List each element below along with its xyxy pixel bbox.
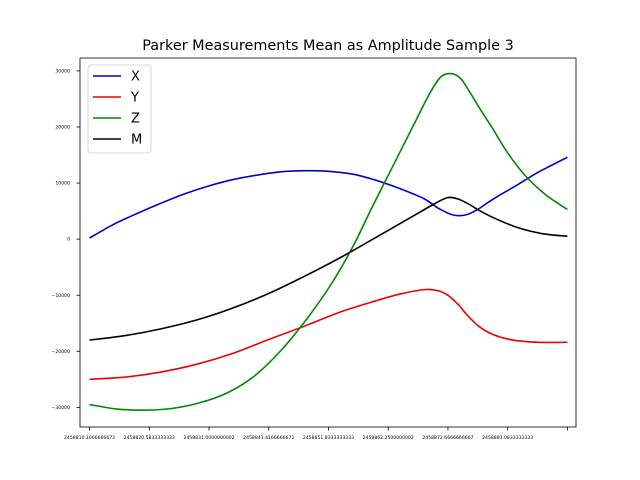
series-line-y [89, 288, 568, 381]
series-line-m [89, 196, 568, 341]
legend-label: X [131, 70, 140, 85]
chart-title: Parker Measurements Mean as Amplitude Sa… [142, 38, 513, 54]
y-tick-label: −30000 [52, 405, 71, 411]
x-tick-label: 2458872.6666666667 [422, 435, 473, 441]
series-line-x [89, 156, 568, 239]
x-tick-label: 2458862.2500000002 [363, 435, 414, 441]
legend-label: Z [131, 112, 140, 127]
series-line-z [89, 72, 568, 411]
y-tick-label: −10000 [52, 293, 71, 299]
plot-frame [79, 57, 577, 428]
plot-area: 2458810.1666666672 2458820.5833333333 2458… [52, 68, 568, 441]
y-tick-label: 20000 [55, 125, 70, 131]
y-tick-label: 10000 [55, 181, 70, 187]
x-tick-label: 2458851.8333333333 [303, 435, 354, 441]
y-tick-label: 0 [67, 237, 70, 243]
legend-label: M [131, 133, 142, 148]
legend-box [87, 64, 152, 154]
y-tick-label: 30000 [55, 68, 70, 74]
x-tick-label: 2458841.4166666672 [243, 435, 294, 441]
x-tick-label: 2458820.5833333333 [124, 435, 175, 441]
legend-label: Y [130, 91, 139, 106]
x-tick-label: 2458883.0833333333 [482, 435, 533, 441]
x-tick-label: 2458810.1666666672 [64, 435, 115, 441]
x-tick-label: 2458831.0000000002 [183, 435, 234, 441]
y-tick-label: −20000 [52, 349, 71, 355]
